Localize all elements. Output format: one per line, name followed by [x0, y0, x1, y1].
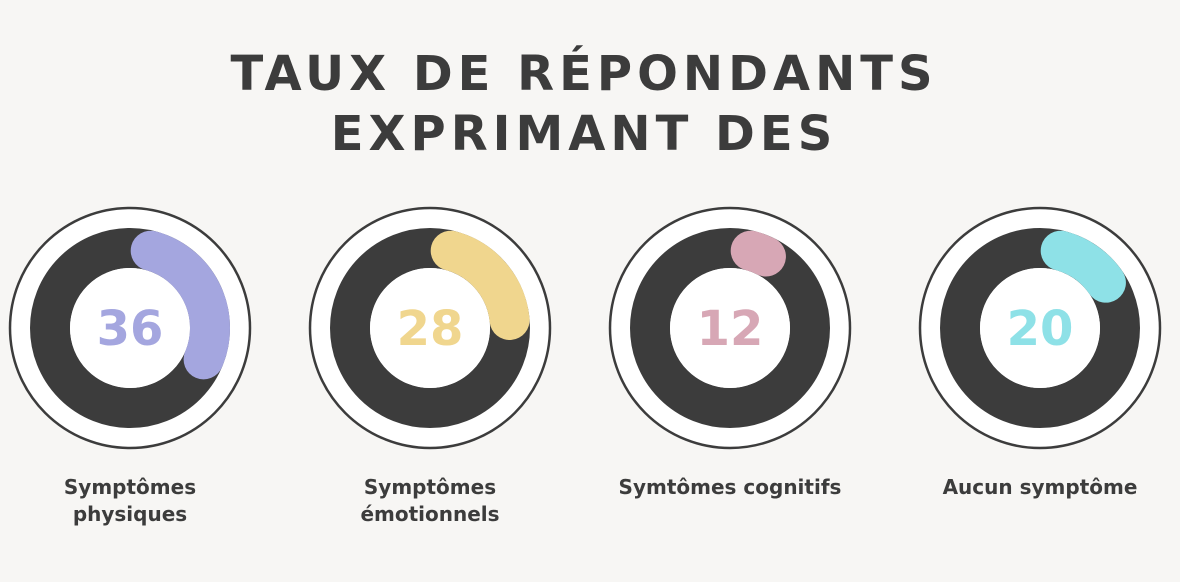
- donut-category-label: Symptômes émotionnels: [310, 474, 550, 528]
- chart-title-line-2: EXPRIMANT DES: [330, 106, 838, 162]
- donut-center: [70, 268, 190, 388]
- donut-track: [630, 228, 830, 428]
- donut-center: [980, 268, 1100, 388]
- chart-title: TAUX DE RÉPONDANTS EXPRIMANT DES: [0, 44, 1168, 164]
- donut-value-label: 28: [397, 301, 464, 357]
- donut-value-label: 36: [97, 301, 164, 357]
- donut-track: [940, 228, 1140, 428]
- donut-arc: [430, 230, 530, 341]
- donut-category-label: Symptômes physiques: [10, 474, 250, 528]
- donut-category-label-line: Symptômes: [63, 475, 197, 499]
- donut-arc: [130, 230, 230, 380]
- donut-category-label-line: Aucun symptôme: [942, 475, 1138, 499]
- donut-category-label-line: émotionnels: [360, 502, 500, 526]
- donut-2: 28: [308, 206, 552, 450]
- donut-4: 20: [918, 206, 1162, 450]
- donut-arc: [730, 230, 786, 277]
- donut-arc: [1040, 230, 1126, 303]
- donut-3: 12: [608, 206, 852, 450]
- donut-category-label: Aucun symptôme: [920, 474, 1160, 501]
- donut-1: 36: [8, 206, 252, 450]
- donut-value-label: 12: [697, 301, 764, 357]
- chart-title-line-1: TAUX DE RÉPONDANTS: [230, 46, 938, 102]
- donut-value-label: 20: [1007, 301, 1074, 357]
- donut-category-label-line: Symptômes: [363, 475, 497, 499]
- donut-center: [370, 268, 490, 388]
- donut-category-label-line: Symtômes cognitifs: [618, 475, 842, 499]
- donut-category-label-line: physiques: [72, 502, 188, 526]
- donut-category-label: Symtômes cognitifs: [610, 474, 850, 501]
- donut-center: [670, 268, 790, 388]
